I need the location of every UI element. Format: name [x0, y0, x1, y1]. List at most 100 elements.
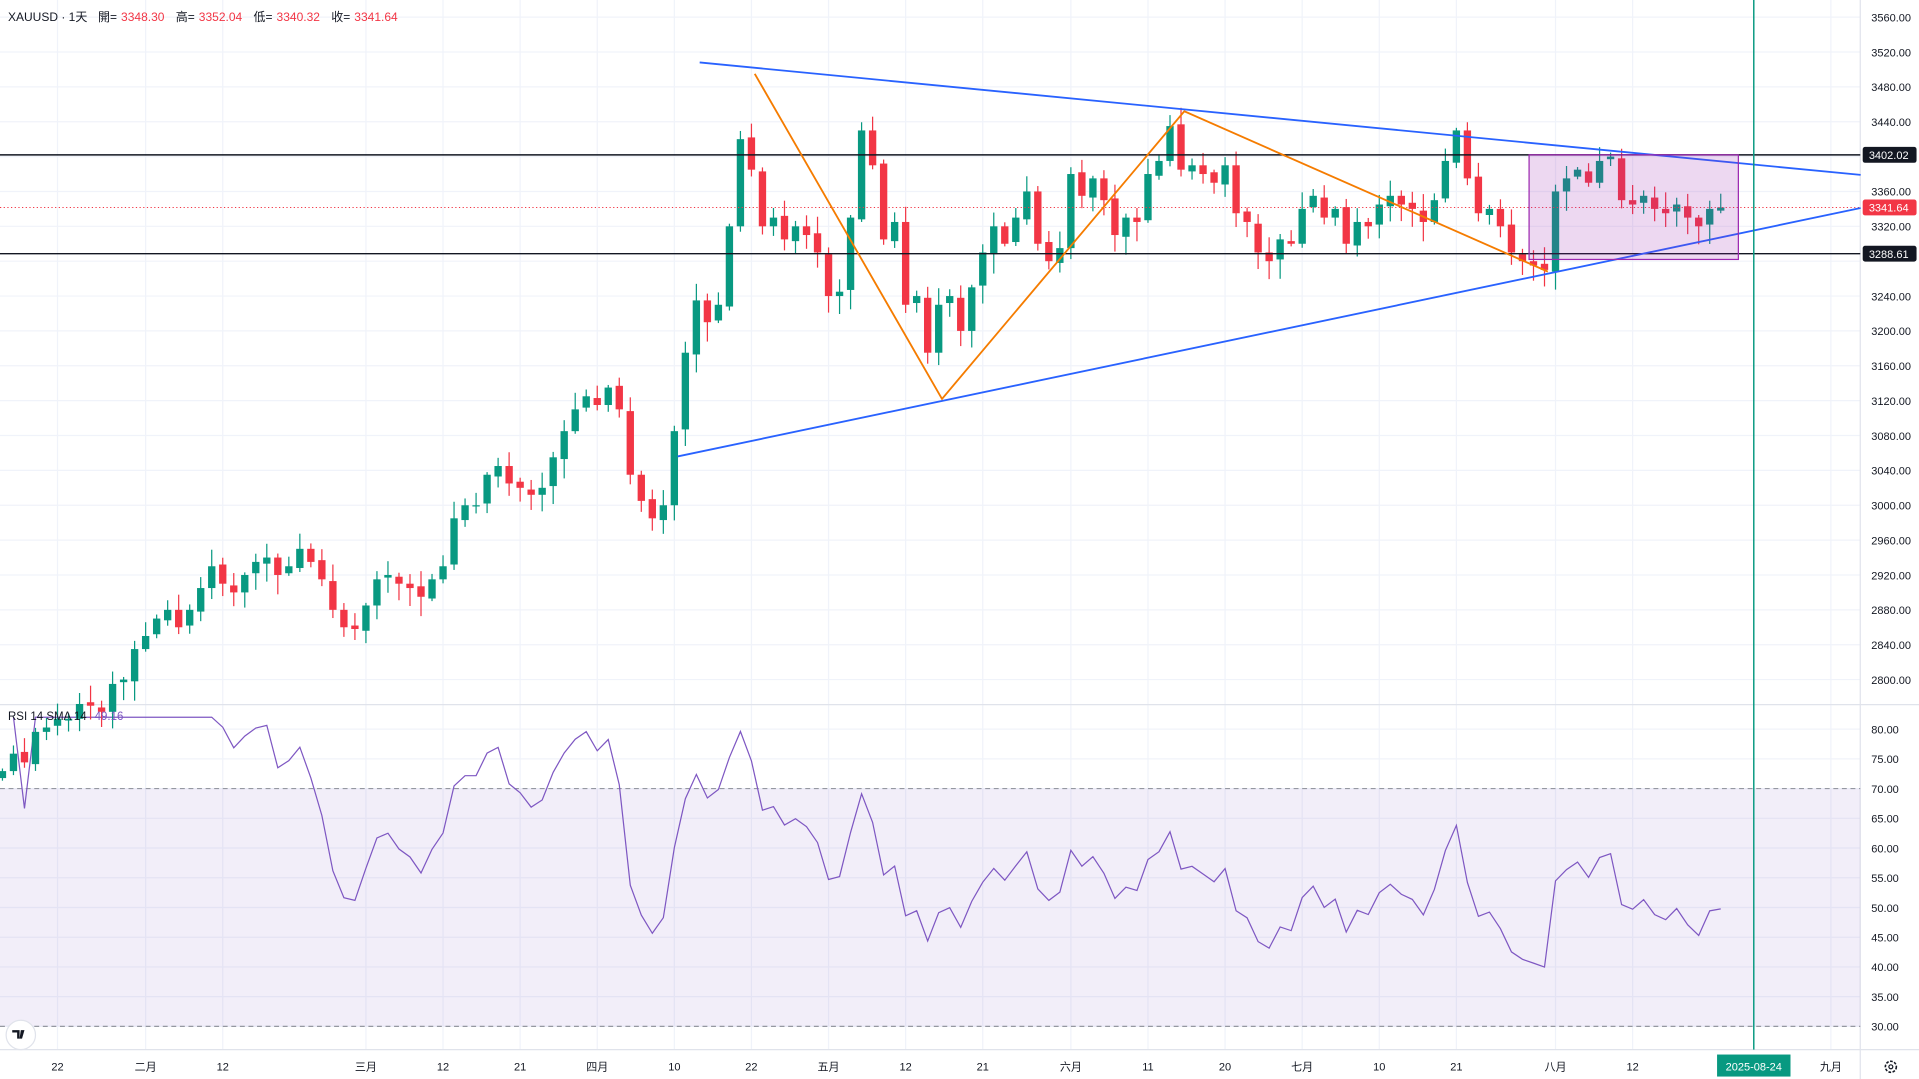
time-tick-label: 22 [51, 1061, 63, 1073]
rsi-pane [0, 716, 1861, 1028]
candle [340, 603, 348, 637]
price-badge-bg [1862, 245, 1917, 262]
candle-body [1166, 126, 1174, 161]
settings-gear-icon[interactable] [1884, 1060, 1898, 1074]
symbol-label[interactable]: XAUUSD · 1天 [8, 10, 88, 24]
candle [318, 549, 326, 587]
candle-body [351, 625, 359, 630]
candle-body [362, 605, 370, 631]
candle-body [1639, 195, 1648, 203]
last-price-badge[interactable]: 3341.64 [1862, 199, 1917, 216]
candle [604, 384, 612, 412]
price-tick-label: 3040.00 [1871, 466, 1911, 478]
candle-body [615, 385, 623, 410]
candle [494, 457, 502, 488]
candle [538, 472, 546, 512]
rsi-legend[interactable]: RSI 14 SMA 14 49.16 [8, 711, 123, 723]
candle [946, 289, 954, 317]
candle-body [1507, 224, 1516, 253]
candle [1397, 190, 1405, 222]
candle-body [780, 215, 789, 240]
candle [406, 574, 414, 607]
time-tick-label: 三月 [355, 1061, 377, 1073]
candle-body [472, 505, 480, 507]
candle-body [1397, 195, 1405, 205]
candle-body [1518, 254, 1527, 262]
candle [813, 216, 822, 268]
candle-body [186, 609, 194, 626]
candle [615, 377, 623, 418]
candle [802, 215, 811, 249]
candle-body [990, 226, 998, 255]
candle-body [384, 574, 392, 578]
open-number: 3348.30 [121, 10, 165, 24]
candle [758, 167, 767, 235]
candle [9, 745, 18, 776]
time-tick-label: 六月 [1060, 1060, 1082, 1073]
candle [1111, 184, 1119, 252]
candle-body [1628, 200, 1637, 205]
candle [296, 533, 304, 573]
candle-body [637, 474, 645, 501]
candle-body [75, 703, 84, 719]
candle [1331, 206, 1339, 226]
candle-body [582, 396, 590, 408]
candle-body [64, 718, 73, 721]
candle-body [208, 566, 216, 589]
candle-body [439, 566, 447, 580]
candle-body [1012, 217, 1020, 243]
candle-body [274, 557, 282, 575]
candle-body [141, 635, 150, 650]
candle-body [1287, 241, 1295, 244]
candle-body [890, 221, 899, 242]
candle-body [340, 609, 348, 628]
trendline[interactable] [699, 61, 1861, 176]
candle [1562, 166, 1571, 211]
candle [439, 555, 447, 584]
candle-body [318, 560, 326, 580]
date-badge-bg [1717, 1054, 1791, 1077]
price-tick-label: 2960.00 [1871, 535, 1911, 547]
price-badge-bg [1862, 146, 1917, 163]
drawings[interactable] [0, 0, 1861, 1050]
range-rectangle[interactable] [1528, 154, 1739, 261]
candle [163, 600, 172, 626]
candle [219, 557, 227, 597]
candle-body [1067, 174, 1075, 249]
candle-body [1144, 174, 1152, 221]
level-price-badge[interactable]: 3288.61 [1862, 245, 1917, 262]
candle-body [1606, 156, 1615, 160]
candle-body [1133, 217, 1141, 222]
rsi-tick-label: 80.00 [1871, 724, 1899, 736]
level-price-badge[interactable]: 3402.02 [1862, 146, 1917, 163]
zigzag-pattern[interactable] [753, 73, 1549, 401]
candle-body [428, 579, 436, 599]
candle [1265, 237, 1273, 280]
candle-body [901, 221, 910, 305]
candle-body [0, 771, 7, 779]
candle [274, 553, 282, 595]
trendline[interactable] [677, 207, 1861, 458]
candle-body [1100, 178, 1108, 201]
candle [285, 556, 293, 576]
axes[interactable]: 3560.00 3520.00 3480.00 3440.00 3360.00 3320.… [5, 12, 1917, 1077]
candle-body [703, 300, 712, 323]
candle-body [1430, 200, 1439, 222]
candle [824, 247, 833, 313]
time-tick-label: 12 [1626, 1061, 1638, 1073]
rsi-band [0, 788, 1861, 1027]
candle-body [285, 566, 293, 574]
candle-body [1001, 226, 1009, 244]
price-tick-label: 3120.00 [1871, 396, 1911, 408]
candle [307, 543, 315, 568]
candle-body [461, 505, 469, 521]
tradingview-logo[interactable] [5, 1019, 37, 1051]
candle [1199, 152, 1207, 184]
candle [1287, 230, 1295, 247]
candle [1584, 163, 1593, 187]
candle-body [329, 581, 337, 610]
high-number: 3352.04 [198, 10, 243, 24]
time-tick-label: 11 [1142, 1061, 1153, 1073]
